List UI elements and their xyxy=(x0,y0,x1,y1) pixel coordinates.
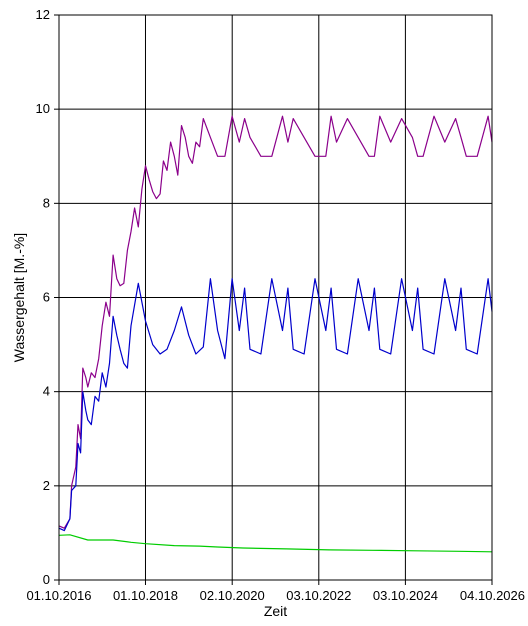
x-axis-label: Zeit xyxy=(264,603,287,619)
y-tick-label: 6 xyxy=(43,290,50,305)
x-tick-label: 03.10.2024 xyxy=(373,588,438,603)
y-tick-label: 4 xyxy=(43,384,50,399)
series-line-3 xyxy=(58,534,493,553)
x-tick-label: 02.10.2020 xyxy=(200,588,265,603)
x-tick-label: 01.10.2016 xyxy=(26,588,91,603)
y-tick-label: 2 xyxy=(43,478,50,493)
series-line-2 xyxy=(58,278,493,532)
series-line-1 xyxy=(58,115,493,529)
x-tick-label: 04.10.2026 xyxy=(460,588,525,603)
y-tick-label: 0 xyxy=(43,572,50,587)
y-axis-label: Wassergehalt [M.-%] xyxy=(11,233,27,362)
y-tick-label: 8 xyxy=(43,195,50,210)
y-tick-label: 12 xyxy=(36,7,50,22)
x-tick-label: 01.10.2018 xyxy=(113,588,178,603)
tick-layer: 0 2 4 6 8 10 12 01.10.2016 01.10.2018 02.10.2020 0… xyxy=(26,7,525,603)
series-layer xyxy=(58,115,493,553)
x-tick-label: 03.10.2022 xyxy=(286,588,351,603)
y-tick-label: 10 xyxy=(36,101,50,116)
